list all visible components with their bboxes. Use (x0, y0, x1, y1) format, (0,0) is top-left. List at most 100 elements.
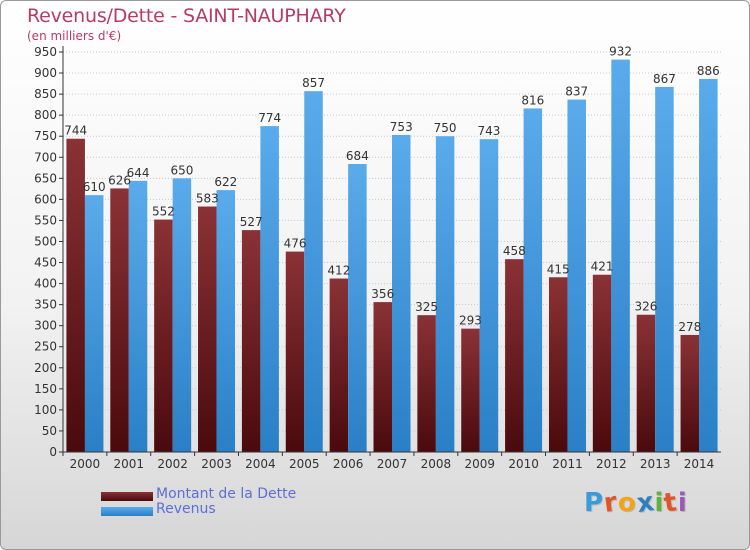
data-label-debt: 458 (503, 244, 526, 258)
data-label-revenue: 816 (521, 93, 544, 107)
y-tick-label: 450 (34, 256, 57, 270)
y-tick-label: 300 (34, 319, 57, 333)
data-label-revenue: 650 (170, 163, 193, 177)
y-tick-label: 50 (42, 424, 57, 438)
data-label-debt: 293 (459, 314, 482, 328)
logo-letter: i (654, 488, 665, 518)
data-label-revenue: 750 (434, 121, 457, 135)
data-label-debt: 415 (547, 262, 570, 276)
data-label-revenue: 867 (653, 72, 676, 86)
y-tick-label: 750 (34, 129, 57, 143)
x-tick-label: 2011 (552, 457, 583, 471)
y-tick-label: 350 (34, 298, 57, 312)
x-tick-label: 2000 (70, 457, 101, 471)
bar-debt (636, 314, 656, 452)
x-tick-label: 2001 (114, 457, 145, 471)
y-tick-label: 400 (34, 277, 57, 291)
data-label-revenue: 743 (478, 124, 501, 138)
x-tick-label: 2008 (421, 457, 452, 471)
data-label-debt: 527 (240, 215, 263, 229)
x-tick-label: 2006 (333, 457, 364, 471)
data-label-debt: 583 (196, 192, 219, 206)
logo-letter: P (584, 488, 605, 518)
y-tick-label: 500 (34, 234, 57, 248)
data-label-revenue: 932 (609, 45, 632, 59)
y-tick-label: 600 (34, 192, 57, 206)
y-tick-label: 950 (34, 45, 57, 59)
bar-revenue (260, 126, 279, 453)
bar-revenue (699, 78, 718, 453)
data-label-revenue: 684 (346, 149, 369, 163)
y-tick-label: 850 (34, 87, 57, 101)
y-tick-label: 100 (34, 403, 57, 417)
chart-subtitle: (en milliers d'€) (27, 29, 122, 43)
data-label-debt: 476 (284, 237, 307, 251)
bar-revenue (216, 190, 236, 452)
bar-debt (417, 315, 436, 452)
bar-revenue (304, 91, 323, 452)
bar-revenue (611, 59, 630, 452)
legend-label-debt: Montant de la Dette (156, 486, 297, 502)
bar-debt (592, 274, 612, 452)
bar-debt (329, 278, 349, 452)
data-label-revenue: 610 (83, 180, 106, 194)
bar-debt (110, 188, 129, 452)
data-label-debt: 626 (108, 173, 131, 187)
x-tick-label: 2007 (377, 457, 408, 471)
legend-label-revenue: Revenus (156, 501, 216, 517)
data-label-debt: 552 (152, 205, 175, 219)
x-tick-label: 2004 (245, 457, 276, 471)
x-tick-label: 2010 (508, 457, 539, 471)
bar-debt (241, 230, 261, 452)
y-tick-label: 200 (34, 361, 57, 375)
bar-debt (198, 206, 217, 452)
chart-title: Revenus/Dette - SAINT-NAUPHARY (27, 5, 346, 27)
bar-debt (680, 334, 700, 452)
bar-debt (461, 328, 480, 452)
data-label-revenue: 837 (565, 85, 588, 99)
data-label-debt: 325 (415, 300, 438, 314)
logo-letter: i (677, 488, 688, 518)
y-tick-label: 700 (34, 150, 57, 164)
bar-debt (505, 259, 524, 452)
legend-swatch-revenue (101, 507, 153, 516)
bar-revenue (567, 99, 586, 452)
y-tick-label: 150 (34, 382, 57, 396)
bar-revenue (392, 134, 411, 452)
x-tick-label: 2014 (684, 457, 715, 471)
bar-revenue (655, 86, 674, 453)
bar-debt (285, 251, 305, 452)
bar-revenue (479, 139, 499, 452)
x-tick-label: 2009 (464, 457, 495, 471)
data-label-revenue: 857 (302, 76, 325, 90)
data-label-debt: 278 (678, 320, 701, 334)
y-tick-label: 650 (34, 171, 57, 185)
bar-debt (154, 219, 173, 452)
bar-debt (548, 277, 568, 452)
y-tick-label: 250 (34, 340, 57, 354)
y-tick-label: 900 (34, 66, 57, 80)
x-tick-label: 2002 (157, 457, 188, 471)
axes: 0501001502002503003504004505005506006507… (34, 45, 721, 471)
legend-swatch-debt (101, 492, 153, 501)
logo-letter: o (617, 488, 637, 518)
x-tick-label: 2012 (596, 457, 627, 471)
data-label-debt: 356 (371, 287, 394, 301)
y-tick-label: 800 (34, 108, 57, 122)
data-label-revenue: 774 (258, 111, 281, 125)
bar-revenue (523, 108, 543, 452)
data-label-revenue: 886 (697, 64, 720, 78)
proxiti-logo: Proxiti (584, 487, 688, 519)
bar-debt (66, 138, 85, 452)
data-label-debt: 421 (591, 260, 614, 274)
data-label-revenue: 622 (214, 175, 237, 189)
data-label-revenue: 644 (127, 166, 150, 180)
x-tick-label: 2003 (201, 457, 232, 471)
x-tick-label: 2013 (640, 457, 671, 471)
bar-debt (373, 302, 392, 452)
y-tick-label: 0 (49, 445, 57, 459)
data-label-debt: 412 (327, 264, 350, 278)
